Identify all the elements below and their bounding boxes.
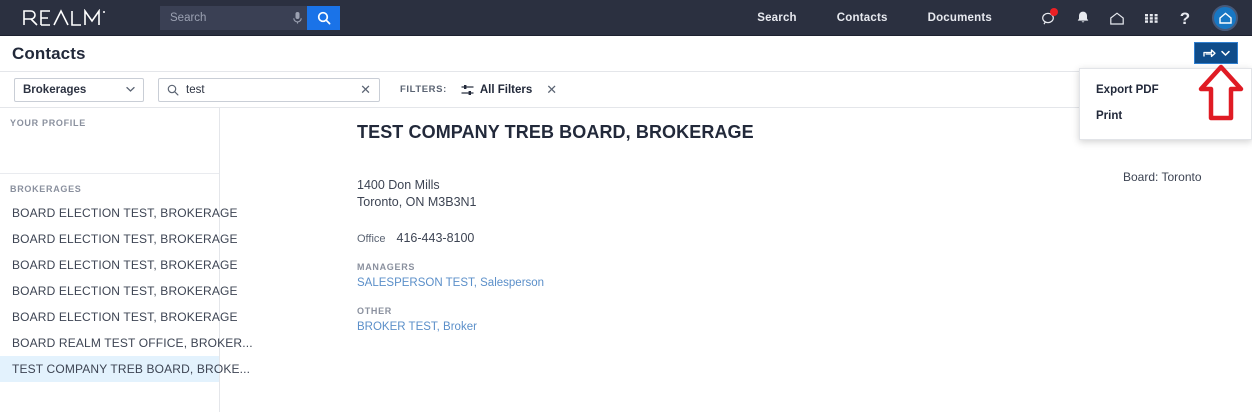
all-filters-label: All Filters (479, 83, 533, 96)
clear-filters-icon[interactable]: ✕ (546, 81, 558, 97)
office-phone-row: Office 416-443-8100 (357, 231, 1252, 245)
menu-item-print[interactable]: Print (1096, 110, 1123, 122)
menu-item-export-pdf[interactable]: Export PDF (1096, 84, 1159, 96)
contact-type-select[interactable]: Brokerages (14, 77, 144, 102)
export-dropdown-button[interactable] (1194, 42, 1238, 64)
sidebar-divider (0, 173, 219, 174)
brokerages-label: BROKERAGES (10, 184, 82, 194)
contact-search-box[interactable]: ✕ (158, 77, 380, 102)
global-search-input[interactable] (160, 5, 288, 30)
page-title: Contacts (12, 43, 86, 63)
list-item[interactable]: BOARD ELECTION TEST, BROKERAGE (12, 284, 238, 298)
clear-search-icon[interactable]: ✕ (360, 82, 371, 97)
nav-link-documents[interactable]: Documents (927, 12, 992, 24)
manager-link[interactable]: SALESPERSON TEST, Salesperson (357, 277, 545, 289)
chat-bubble-icon[interactable] (1032, 0, 1066, 36)
filter-sliders-icon (461, 84, 474, 95)
contact-type-select-value: Brokerages (23, 83, 87, 96)
office-label: Office (357, 233, 386, 245)
list-item[interactable]: BOARD ELECTION TEST, BROKERAGE (12, 310, 238, 324)
contact-address: 1400 Don Mills Toronto, ON M3B3N1 (357, 177, 1252, 211)
brokerages-list: BOARD ELECTION TEST, BROKERAGE BOARD ELEC… (0, 200, 253, 382)
home-icon[interactable] (1100, 0, 1134, 36)
nav-link-contacts[interactable]: Contacts (836, 12, 888, 24)
apps-grid-icon[interactable] (1134, 0, 1168, 36)
search-icon (167, 84, 179, 95)
notification-badge (1050, 8, 1058, 16)
export-dropdown-menu: Export PDF Print (1079, 68, 1252, 140)
address-line-2: Toronto, ON M3B3N1 (357, 195, 477, 209)
all-filters-button[interactable]: All Filters (461, 84, 532, 96)
help-question-icon[interactable]: ? (1179, 8, 1191, 28)
user-avatar-home-icon[interactable] (1212, 5, 1238, 31)
contact-name-title: TEST COMPANY TREB BOARD, BROKERAGE (357, 122, 754, 142)
search-submit-button[interactable] (307, 5, 340, 30)
other-label: OTHER (357, 306, 392, 316)
list-item[interactable]: BOARD ELECTION TEST, BROKERAGE (12, 258, 238, 272)
address-line-1: 1400 Don Mills (357, 178, 440, 192)
list-item[interactable]: BOARD ELECTION TEST, BROKERAGE (12, 206, 238, 220)
list-item[interactable]: BOARD REALM TEST OFFICE, BROKER... (12, 336, 253, 350)
list-item[interactable]: BOARD ELECTION TEST, BROKERAGE (12, 232, 238, 246)
filters-label: FILTERS: (400, 84, 447, 95)
list-item[interactable]: TEST COMPANY TREB BOARD, BROKE... (0, 356, 250, 382)
nav-link-search[interactable]: Search (757, 12, 797, 24)
contact-search-input[interactable] (186, 83, 354, 96)
bell-icon[interactable] (1066, 0, 1100, 36)
share-arrow-icon (1202, 48, 1216, 57)
global-search-box[interactable] (160, 5, 340, 30)
top-navigation-bar: Search Contacts Documents (0, 0, 1252, 36)
microphone-icon[interactable] (288, 11, 307, 25)
top-nav-right-group: Search Contacts Documents (757, 0, 1252, 36)
filter-bar: Brokerages ✕ FILTERS: All Filters ✕ (0, 72, 1252, 108)
realm-logo[interactable] (22, 8, 108, 28)
chevron-down-icon (126, 86, 135, 92)
contacts-sidebar: YOUR PROFILE BROKERAGES BOARD ELECTION T… (0, 108, 253, 412)
other-contact-link[interactable]: BROKER TEST, Broker (357, 321, 477, 333)
page-body: YOUR PROFILE BROKERAGES BOARD ELECTION T… (0, 108, 1252, 412)
chevron-down-icon (1220, 50, 1230, 56)
managers-label: MANAGERS (357, 262, 416, 272)
contact-detail-panel: TEST COMPANY TREB BOARD, BROKERAGE 1400 … (220, 108, 1252, 412)
board-info: Board: Toronto (1123, 170, 1202, 184)
your-profile-label: YOUR PROFILE (10, 118, 86, 128)
page-header: Contacts (0, 36, 1252, 72)
office-phone-value: 416-443-8100 (396, 231, 475, 245)
